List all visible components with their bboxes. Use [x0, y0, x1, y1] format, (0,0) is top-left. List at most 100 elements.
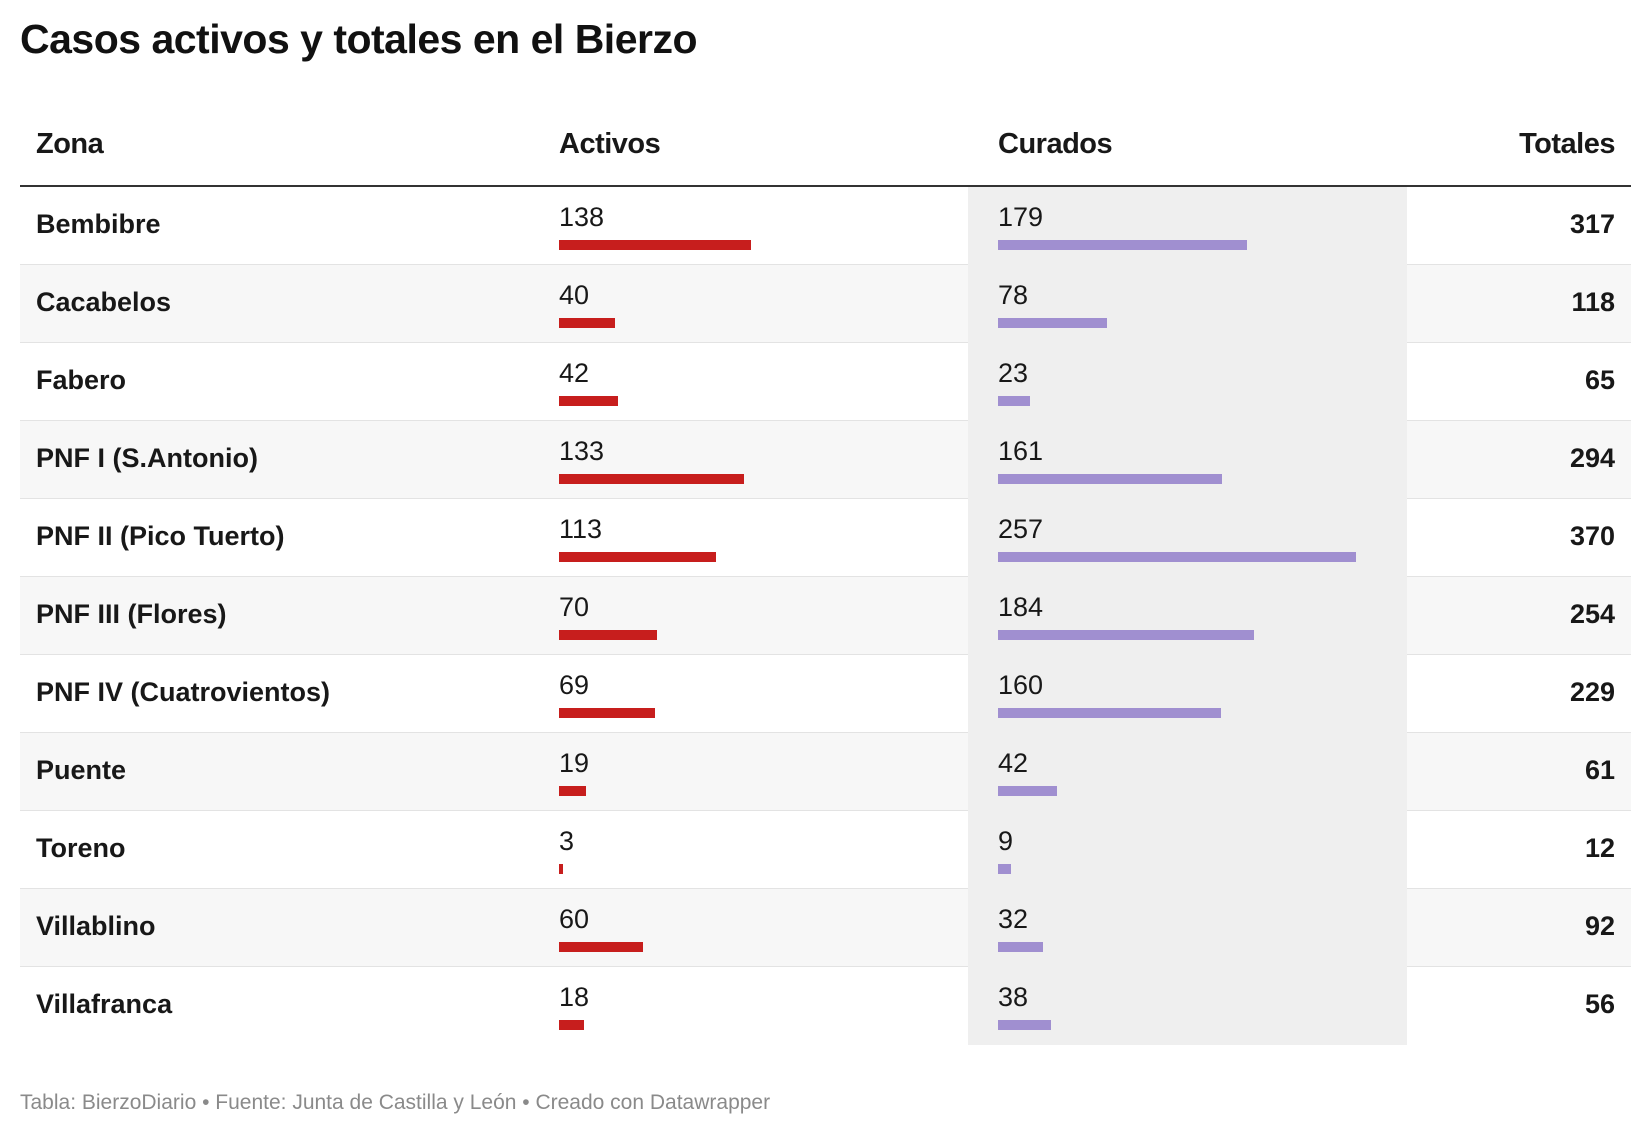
curados-column-background [968, 187, 1407, 265]
curados-column-background [968, 655, 1407, 733]
activos-bar [559, 942, 643, 952]
curados-value-label: 257 [998, 514, 1044, 544]
column-header-curados[interactable]: Curados [998, 128, 1113, 160]
activos-cell: 70 [559, 592, 949, 642]
curados-column-background [968, 889, 1407, 967]
activos-bar [559, 552, 717, 562]
table-row: Cacabelos 40 78 118 [20, 265, 1631, 343]
activos-cell: 133 [559, 436, 949, 486]
curados-bar [998, 396, 1030, 406]
curados-value-label: 23 [998, 358, 1029, 388]
source-footer: Tabla: BierzoDiario • Fuente: Junta de C… [20, 1091, 771, 1114]
totales-value: 61 [1584, 755, 1615, 785]
totales-value: 118 [1571, 287, 1615, 317]
curados-cell: 257 [998, 514, 1388, 564]
curados-cell: 23 [998, 358, 1388, 408]
curados-bar [998, 240, 1248, 250]
table-row: PNF II (Pico Tuerto) 113 257 370 [20, 499, 1631, 577]
zona-label: Toreno [36, 833, 126, 863]
curados-cell: 9 [998, 826, 1388, 876]
curados-cell: 160 [998, 670, 1388, 720]
table-body: Bembibre 138 179 317 Cacabelos 40 78 118 Fabero 4… [20, 187, 1631, 1045]
chart-title: Casos activos y totales en el Bierzo [20, 16, 698, 62]
activos-bar [559, 240, 752, 250]
activos-cell: 113 [559, 514, 949, 564]
activos-bar [559, 474, 745, 484]
table-row: Villablino 60 32 92 [20, 889, 1631, 967]
activos-cell: 40 [559, 280, 949, 330]
activos-cell: 19 [559, 748, 949, 798]
zona-label: PNF I (S.Antonio) [36, 443, 258, 473]
column-header-totales[interactable]: Totales [1519, 128, 1615, 160]
activos-value-label: 60 [559, 904, 590, 934]
table-row: Fabero 42 23 65 [20, 343, 1631, 421]
zona-label: Puente [36, 755, 127, 785]
curados-column-background [968, 577, 1407, 655]
activos-cell: 3 [559, 826, 949, 876]
curados-value-label: 32 [998, 904, 1029, 934]
activos-bar [559, 396, 618, 406]
curados-value-label: 38 [998, 982, 1029, 1012]
curados-column-background [968, 499, 1407, 577]
activos-cell: 69 [559, 670, 949, 720]
curados-value-label: 78 [998, 280, 1029, 310]
zona-label: Cacabelos [36, 287, 172, 317]
zona-label: PNF III (Flores) [36, 599, 227, 629]
curados-value-label: 42 [998, 748, 1029, 778]
zona-label: PNF IV (Cuatrovientos) [36, 677, 331, 707]
activos-value-label: 18 [559, 982, 590, 1012]
totales-value: 12 [1584, 833, 1615, 863]
totales-value: 254 [1569, 599, 1615, 629]
curados-bar [998, 864, 1011, 874]
curados-value-label: 9 [998, 826, 1014, 856]
activos-value-label: 40 [559, 280, 590, 310]
zona-label: Villafranca [36, 989, 173, 1019]
zona-label: PNF II (Pico Tuerto) [36, 521, 285, 551]
activos-value-label: 113 [559, 514, 603, 544]
curados-bar [998, 942, 1043, 952]
table-row: PNF IV (Cuatrovientos) 69 160 229 [20, 655, 1631, 733]
curados-cell: 38 [998, 982, 1388, 1032]
activos-cell: 138 [559, 202, 949, 252]
column-header-activos[interactable]: Activos [559, 128, 661, 160]
curados-cell: 161 [998, 436, 1388, 486]
column-header-zona[interactable]: Zona [36, 128, 104, 160]
curados-cell: 32 [998, 904, 1388, 954]
curados-column-background [968, 811, 1407, 889]
activos-value-label: 69 [559, 670, 590, 700]
activos-bar [559, 708, 656, 718]
activos-value-label: 19 [559, 748, 590, 778]
curados-cell: 42 [998, 748, 1388, 798]
totales-value: 294 [1569, 443, 1615, 473]
table-row: PNF III (Flores) 70 184 254 [20, 577, 1631, 655]
curados-cell: 78 [998, 280, 1388, 330]
activos-value-label: 138 [559, 202, 605, 232]
totales-value: 65 [1584, 365, 1615, 395]
curados-cell: 184 [998, 592, 1388, 642]
curados-bar [998, 474, 1223, 484]
activos-value-label: 42 [559, 358, 590, 388]
curados-value-label: 160 [998, 670, 1044, 700]
curados-column-background [968, 733, 1407, 811]
totales-value: 56 [1584, 989, 1615, 1019]
curados-value-label: 179 [998, 202, 1044, 232]
activos-bar [559, 864, 564, 874]
zona-label: Fabero [36, 365, 127, 395]
curados-value-label: 184 [998, 592, 1044, 622]
table-row: Villafranca 18 38 56 [20, 967, 1631, 1045]
curados-bar [998, 318, 1107, 328]
curados-cell: 179 [998, 202, 1388, 252]
totales-value: 370 [1569, 521, 1615, 551]
curados-bar [998, 630, 1255, 640]
activos-cell: 18 [559, 982, 949, 1032]
zona-label: Villablino [36, 911, 156, 941]
table-header: Zona Activos Curados Totales [20, 112, 1631, 187]
table-row: Puente 19 42 61 [20, 733, 1631, 811]
activos-bar [559, 630, 657, 640]
totales-value: 317 [1569, 209, 1615, 239]
data-table: Zona Activos Curados Totales Bembibre 138… [20, 112, 1631, 1045]
curados-column-background [968, 421, 1407, 499]
curados-column-background [968, 265, 1407, 343]
table-row: Bembibre 138 179 317 [20, 187, 1631, 265]
activos-value-label: 133 [559, 436, 605, 466]
